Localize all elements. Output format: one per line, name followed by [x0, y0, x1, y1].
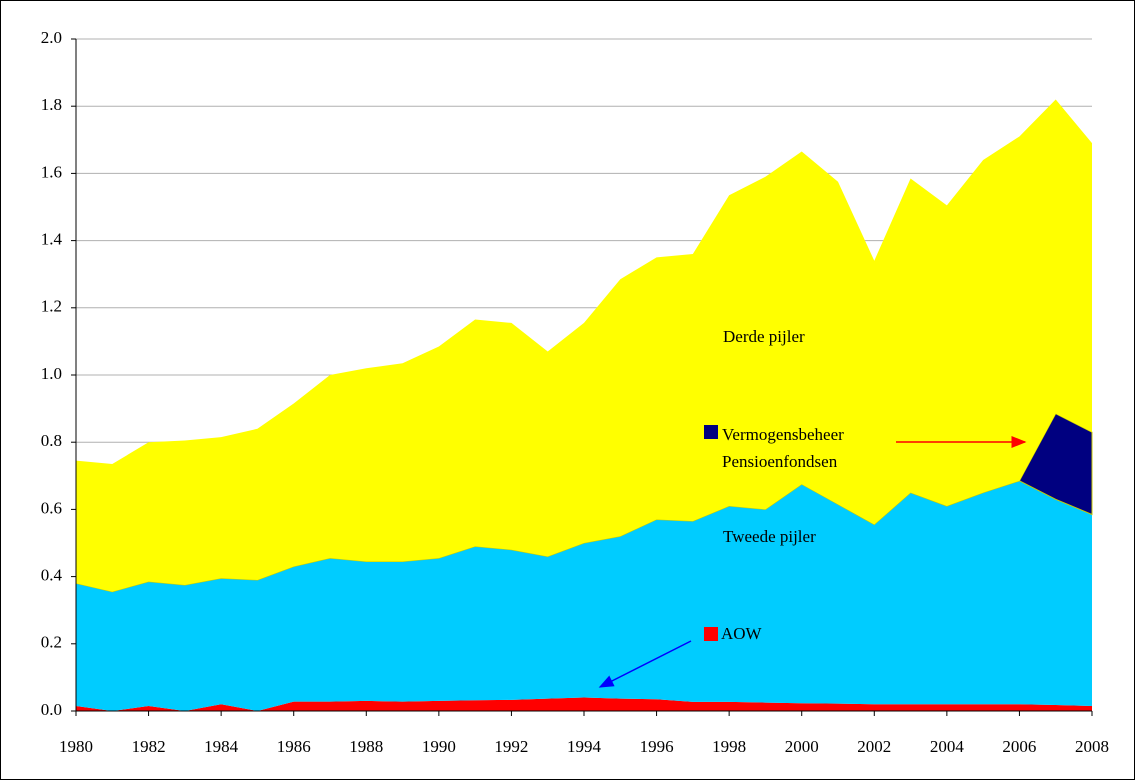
y-tick-label: 1.6 — [41, 162, 62, 181]
series-label: Vermogensbeheer Pensioenfondsen — [722, 425, 844, 471]
y-tick-label: 1.0 — [41, 364, 62, 383]
y-tick-label: 1.4 — [41, 230, 63, 249]
x-tick-label: 1986 — [277, 737, 311, 756]
x-tick-label: 1980 — [59, 737, 93, 756]
x-tick-label: 2002 — [857, 737, 891, 756]
x-tick-label: 2004 — [930, 737, 965, 756]
x-tick-label: 1994 — [567, 737, 602, 756]
y-tick-label: 1.2 — [41, 297, 62, 316]
y-tick-label: 1.8 — [41, 95, 62, 114]
x-tick-label: 2006 — [1002, 737, 1036, 756]
x-tick-label: 1990 — [422, 737, 456, 756]
y-tick-label: 0.4 — [41, 566, 63, 585]
arrow — [598, 640, 692, 688]
x-tick-label: 1984 — [204, 737, 239, 756]
y-tick-label: 2.0 — [41, 28, 62, 47]
x-tick-label: 2008 — [1075, 737, 1109, 756]
x-tick-label: 1996 — [640, 737, 674, 756]
x-tick-label: 1998 — [712, 737, 746, 756]
series-label: Derde pijler — [723, 327, 805, 346]
x-tick-label: 1988 — [349, 737, 383, 756]
x-tick-label: 1992 — [494, 737, 528, 756]
legend-swatch — [704, 425, 718, 439]
series-label: AOW — [721, 624, 762, 643]
area — [76, 697, 1092, 711]
x-tick-label: 2000 — [785, 737, 819, 756]
y-tick-label: 0.6 — [41, 498, 62, 517]
y-tick-label: 0.0 — [41, 700, 62, 719]
y-tick-label: 0.8 — [41, 431, 62, 450]
y-tick-label: 0.2 — [41, 633, 62, 652]
legend-swatch — [704, 627, 718, 641]
area — [76, 99, 1092, 592]
series-label: Tweede pijler — [723, 527, 816, 546]
area — [76, 480, 1092, 711]
x-tick-label: 1982 — [132, 737, 166, 756]
